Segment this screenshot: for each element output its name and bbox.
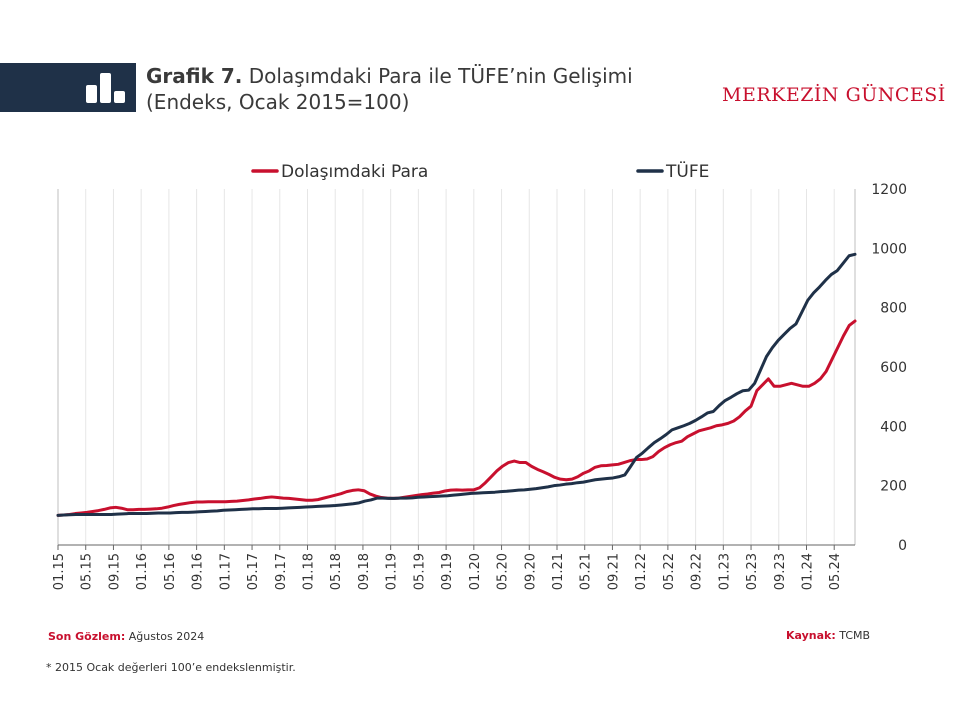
y-tick-label: 600 — [880, 360, 907, 376]
x-tick-label: 05.17 — [246, 553, 261, 590]
line-chart: 01.15 05.15 09.15 01.16 05.16 09.16 01.17 05.17… — [52, 160, 907, 590]
x-tick-label: 05.15 — [80, 553, 95, 590]
title-bold: Grafik 7. — [146, 64, 243, 88]
x-tick-label: 01.24 — [800, 553, 815, 590]
y-tick-label: 1200 — [871, 182, 907, 198]
x-tick-label: 09.21 — [606, 553, 621, 590]
y-tick-label: 0 — [898, 538, 907, 554]
title-rest: Dolaşımdaki Para ile TÜFE’nin Gelişimi — [242, 64, 633, 88]
footnote: * 2015 Ocak değerleri 100’e endekslenmiş… — [46, 661, 296, 674]
x-tick-label: 05.19 — [412, 553, 427, 590]
legend-label-0: Dolaşımdaki Para — [281, 162, 428, 182]
x-tick-label: 01.19 — [385, 553, 400, 590]
chart-title: Grafik 7. Dolaşımdaki Para ile TÜFE’nin … — [146, 63, 686, 115]
x-tick-label: 01.23 — [717, 553, 732, 590]
x-tick-label: 09.17 — [274, 553, 289, 590]
x-tick-label: 09.20 — [523, 553, 538, 590]
series-line-0 — [56, 319, 857, 517]
x-tick-label: 09.15 — [107, 553, 122, 590]
x-tick-label: 05.21 — [579, 553, 594, 590]
x-tick-label: 09.22 — [690, 553, 705, 590]
x-tick-label: 09.23 — [773, 553, 788, 590]
series-line-1 — [56, 252, 857, 517]
x-tick-label: 05.24 — [828, 553, 843, 590]
y-tick-label: 800 — [880, 301, 907, 317]
x-tick-label: 09.18 — [357, 553, 372, 590]
x-tick-label: 01.22 — [634, 553, 649, 590]
x-tick-label: 01.20 — [468, 553, 483, 590]
source: Kaynak: TCMB — [786, 629, 870, 642]
y-tick-label: 1000 — [871, 241, 907, 257]
x-tick-label: 05.20 — [496, 553, 511, 590]
last-observation: Son Gözlem: Ağustos 2024 — [48, 630, 204, 643]
source-label: Kaynak: — [786, 629, 836, 642]
x-tick-label: 01.21 — [551, 553, 566, 590]
legend-label-1: TÜFE — [665, 160, 709, 182]
chart-subtitle: (Endeks, Ocak 2015=100) — [146, 90, 410, 114]
x-tick-label: 05.18 — [329, 553, 344, 590]
x-tick-label: 09.16 — [191, 553, 206, 590]
x-tick-label: 01.17 — [218, 553, 233, 590]
x-tick-label: 09.19 — [440, 553, 455, 590]
x-tick-label: 05.22 — [662, 553, 677, 590]
x-tick-label: 01.15 — [52, 553, 67, 590]
x-tick-label: 05.23 — [745, 553, 760, 590]
x-tick-label: 01.16 — [135, 553, 150, 590]
x-tick-label: 05.16 — [163, 553, 178, 590]
y-tick-label: 400 — [880, 419, 907, 435]
bar-chart-icon — [86, 73, 125, 103]
source-value: TCMB — [835, 629, 871, 642]
header-bar — [0, 63, 136, 112]
last-observation-label: Son Gözlem: — [48, 630, 126, 643]
x-tick-label: 01.18 — [301, 553, 316, 590]
brand-logo: MERKEZİN GÜNCESİ — [722, 84, 946, 106]
y-tick-label: 200 — [880, 479, 907, 495]
last-observation-value: Ağustos 2024 — [125, 630, 205, 643]
